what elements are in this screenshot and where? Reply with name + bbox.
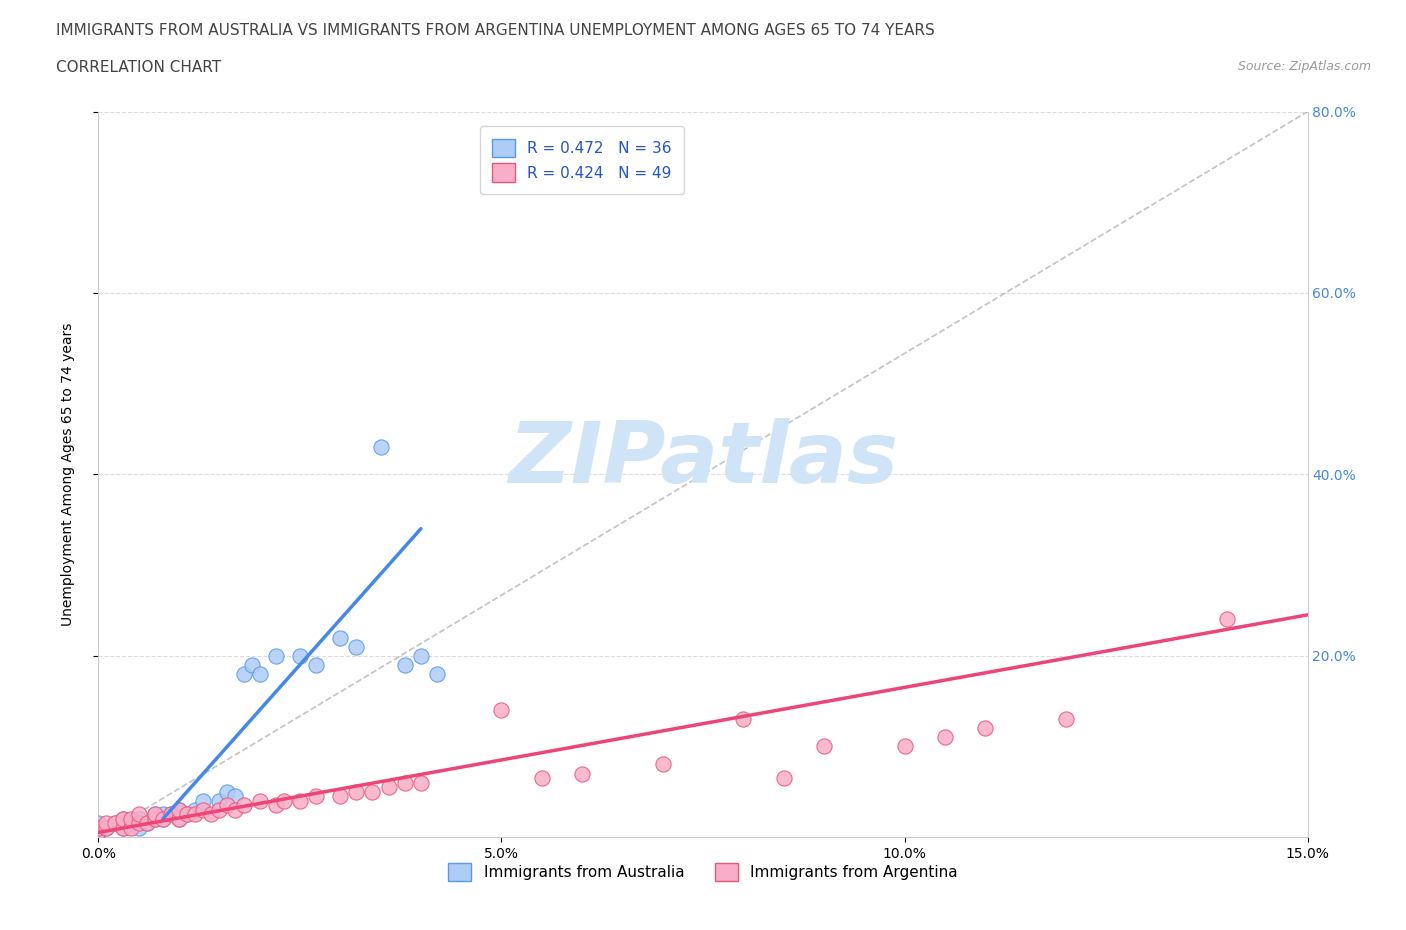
Point	[143, 807, 166, 822]
Point	[96, 816, 118, 830]
Y-axis label: Unemployment Among Ages 65 to 74 years: Unemployment Among Ages 65 to 74 years	[60, 323, 75, 626]
Point	[152, 811, 174, 827]
Point	[530, 771, 553, 786]
Point	[344, 639, 367, 654]
Point	[305, 658, 328, 672]
Point	[152, 807, 174, 822]
Point	[249, 667, 271, 682]
Text: IMMIGRANTS FROM AUSTRALIA VS IMMIGRANTS FROM ARGENTINA UNEMPLOYMENT AMONG AGES 6: IMMIGRANTS FROM AUSTRALIA VS IMMIGRANTS …	[56, 23, 935, 38]
Point	[103, 816, 125, 830]
Point	[128, 816, 150, 830]
Point	[143, 807, 166, 822]
Point	[111, 811, 134, 827]
Point	[224, 789, 246, 804]
Point	[394, 658, 416, 672]
Point	[651, 757, 673, 772]
Point	[120, 811, 142, 827]
Point	[193, 793, 215, 808]
Point	[288, 648, 311, 663]
Point	[264, 798, 287, 813]
Point	[377, 779, 399, 794]
Point	[571, 766, 593, 781]
Point	[167, 803, 190, 817]
Point	[426, 667, 449, 682]
Point	[152, 811, 174, 827]
Point	[128, 811, 150, 827]
Point	[264, 648, 287, 663]
Point	[135, 816, 157, 830]
Point	[87, 825, 110, 840]
Point	[184, 807, 207, 822]
Point	[143, 811, 166, 827]
Text: Source: ZipAtlas.com: Source: ZipAtlas.com	[1237, 60, 1371, 73]
Point	[217, 784, 239, 799]
Point	[111, 820, 134, 835]
Point	[160, 807, 183, 822]
Point	[167, 811, 190, 827]
Point	[370, 440, 392, 455]
Point	[344, 784, 367, 799]
Point	[167, 803, 190, 817]
Point	[87, 816, 110, 830]
Point	[128, 820, 150, 835]
Point	[120, 816, 142, 830]
Point	[224, 803, 246, 817]
Point	[120, 820, 142, 835]
Point	[87, 820, 110, 835]
Point	[111, 820, 134, 835]
Point	[87, 825, 110, 840]
Point	[1216, 612, 1239, 627]
Point	[813, 738, 835, 753]
Point	[491, 703, 513, 718]
Point	[288, 793, 311, 808]
Point	[329, 631, 352, 645]
Point	[143, 811, 166, 827]
Point	[232, 667, 254, 682]
Point	[409, 776, 432, 790]
Point	[176, 807, 198, 822]
Text: CORRELATION CHART: CORRELATION CHART	[56, 60, 221, 75]
Point	[96, 820, 118, 835]
Point	[974, 721, 997, 736]
Point	[934, 730, 956, 745]
Point	[772, 771, 794, 786]
Point	[249, 793, 271, 808]
Point	[160, 807, 183, 822]
Point	[96, 820, 118, 835]
Point	[103, 816, 125, 830]
Point	[135, 816, 157, 830]
Point	[128, 807, 150, 822]
Point	[305, 789, 328, 804]
Point	[273, 793, 295, 808]
Point	[394, 776, 416, 790]
Text: ZIPatlas: ZIPatlas	[508, 418, 898, 501]
Point	[733, 711, 755, 726]
Point	[167, 811, 190, 827]
Point	[893, 738, 915, 753]
Point	[200, 807, 222, 822]
Point	[361, 784, 384, 799]
Legend: Immigrants from Australia, Immigrants from Argentina: Immigrants from Australia, Immigrants fr…	[443, 857, 963, 887]
Point	[240, 658, 263, 672]
Point	[329, 789, 352, 804]
Point	[193, 803, 215, 817]
Point	[176, 807, 198, 822]
Point	[184, 803, 207, 817]
Point	[409, 648, 432, 663]
Point	[1054, 711, 1077, 726]
Point	[111, 811, 134, 827]
Point	[87, 820, 110, 835]
Point	[208, 793, 231, 808]
Point	[232, 798, 254, 813]
Point	[208, 803, 231, 817]
Point	[217, 798, 239, 813]
